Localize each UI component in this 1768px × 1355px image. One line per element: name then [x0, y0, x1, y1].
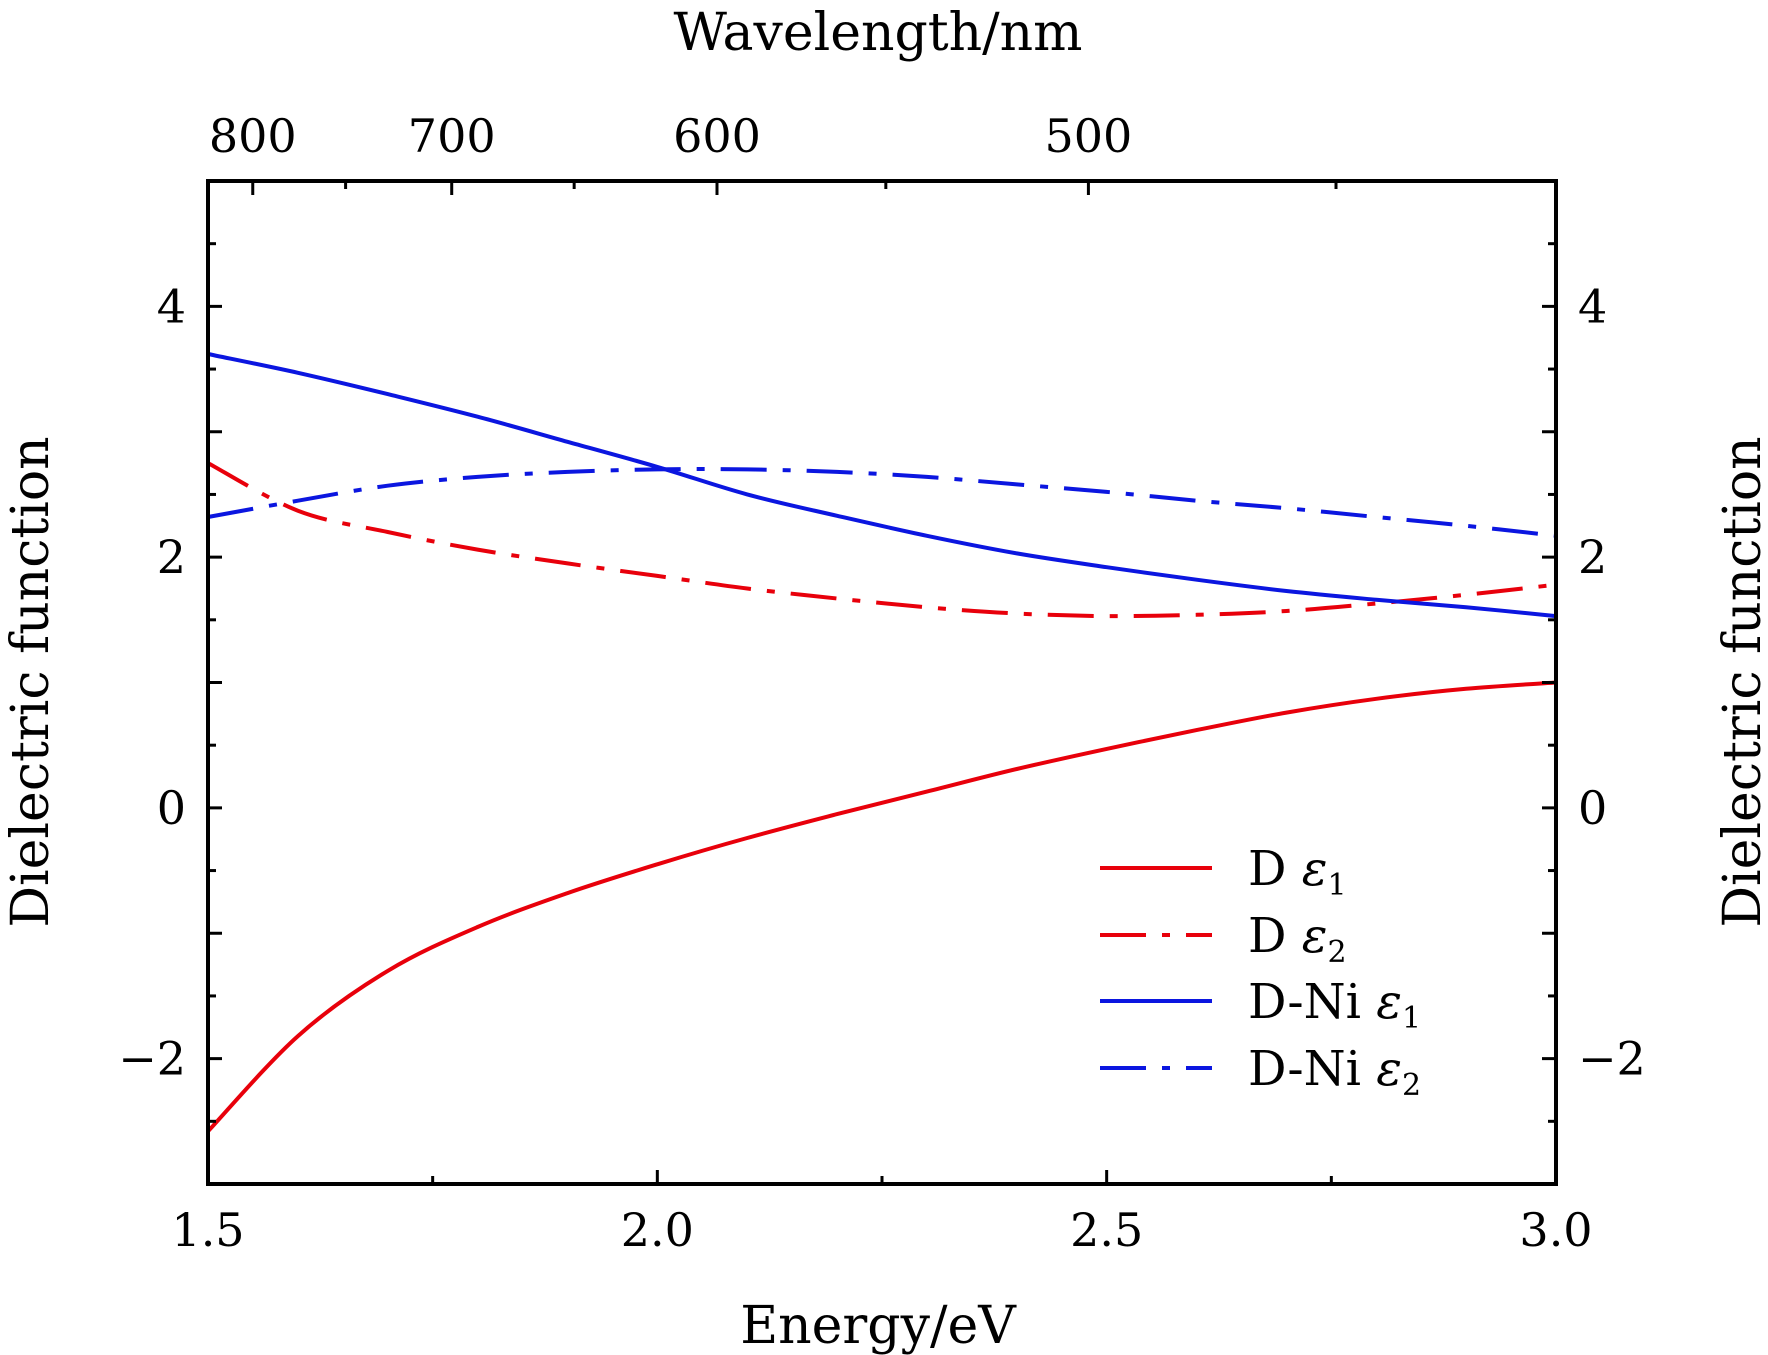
legend-label-1: D ε1	[1248, 841, 1347, 903]
series-line-4	[207, 467, 1557, 538]
x-tick-label: 3.0	[1519, 1203, 1592, 1257]
ticks-layer: 1.5 2.0 2.5 3.0 800 700 600 500 −2 0 2 4 −2 0 2 4	[118, 109, 1646, 1257]
right-y-tick-label: 4	[1578, 279, 1607, 333]
y-tick-label: 2	[157, 530, 186, 584]
x-tick-label: 2.5	[1070, 1203, 1143, 1257]
right-y-axis-title: Dielectric function	[1713, 436, 1768, 927]
series-line-3	[207, 352, 1557, 619]
series-layer	[206, 352, 1557, 1133]
y-tick-label: 0	[157, 781, 186, 835]
x-axis-title: Energy/eV	[740, 1296, 1017, 1355]
plot-frame	[206, 179, 1558, 1186]
legend-label-4: D-Ni ε2	[1248, 1041, 1421, 1103]
legend-label-3: D-Ni ε1	[1248, 974, 1421, 1036]
top-tick-label: 700	[408, 109, 496, 163]
series-line-2	[207, 461, 1557, 619]
right-y-tick-label: 0	[1578, 781, 1607, 835]
y-tick-label: 4	[157, 279, 186, 333]
top-axis-title: Wavelength/nm	[674, 3, 1083, 63]
y-axis-title: Dielectric function	[1, 436, 61, 927]
right-y-tick-label: −2	[1578, 1032, 1646, 1086]
y-tick-label: −2	[118, 1032, 186, 1086]
series-line-1	[206, 680, 1557, 1133]
top-tick-label: 500	[1044, 109, 1132, 163]
top-tick-label: 800	[209, 109, 297, 163]
legend-label-2: D ε2	[1248, 908, 1347, 970]
legend: D ε1D ε2D-Ni ε1D-Ni ε2	[1100, 841, 1421, 1103]
right-y-tick-label: 2	[1578, 530, 1607, 584]
top-tick-label: 600	[673, 109, 761, 163]
x-tick-label: 1.5	[171, 1203, 244, 1257]
x-tick-label: 2.0	[621, 1203, 694, 1257]
